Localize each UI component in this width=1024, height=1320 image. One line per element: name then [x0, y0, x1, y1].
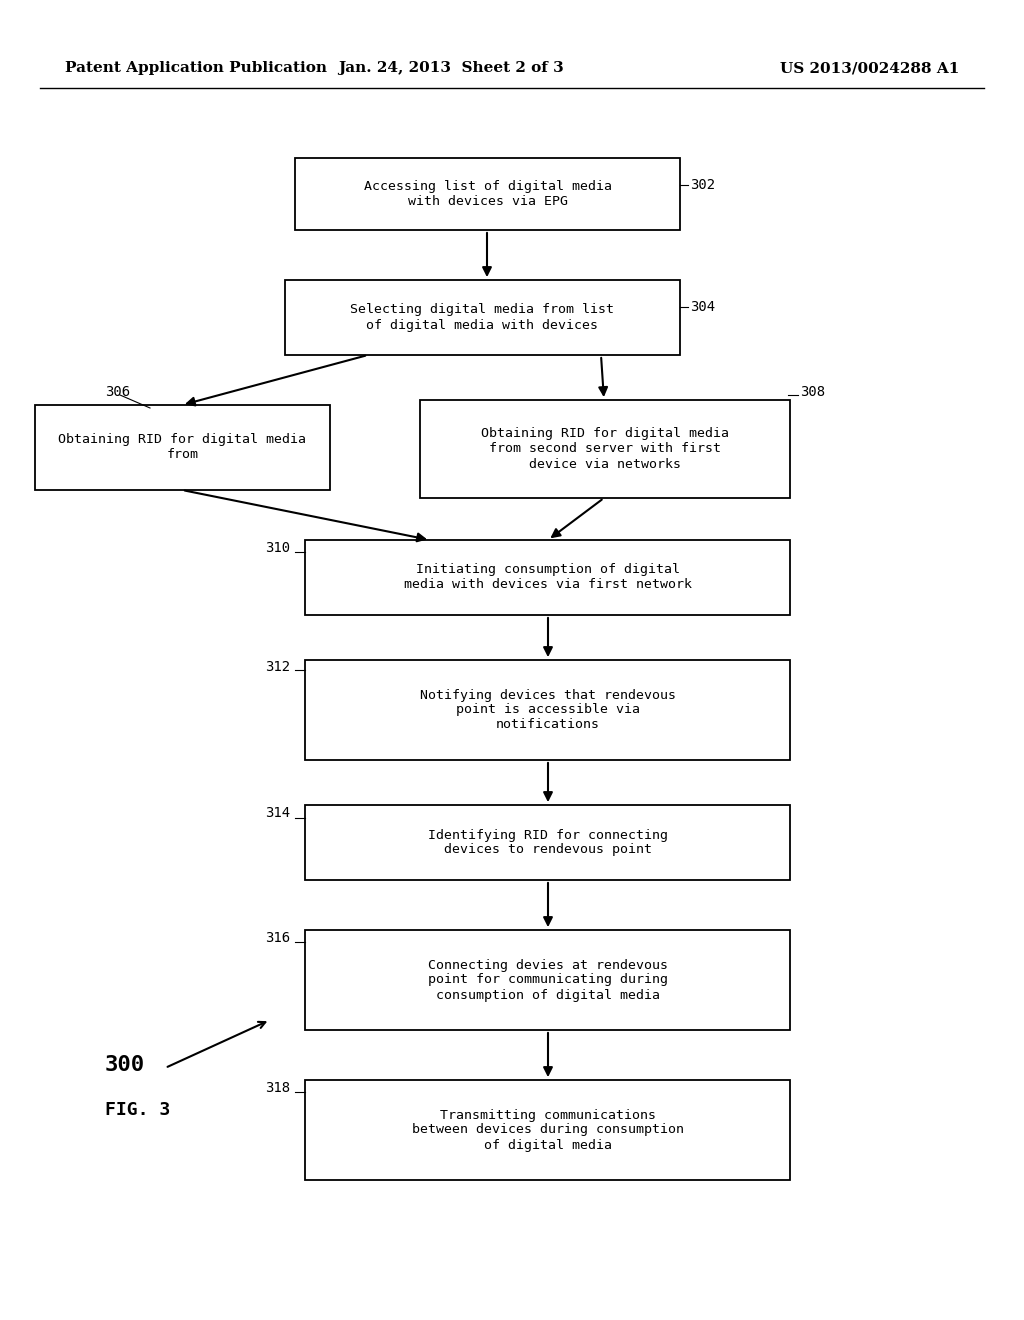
Text: Connecting devies at rendevous
point for communicating during
consumption of dig: Connecting devies at rendevous point for… — [427, 958, 668, 1002]
Text: FIG. 3: FIG. 3 — [105, 1101, 170, 1119]
Bar — [295, 158, 680, 230]
Text: Jan. 24, 2013  Sheet 2 of 3: Jan. 24, 2013 Sheet 2 of 3 — [338, 61, 563, 75]
Text: Initiating consumption of digital
media with devices via first network: Initiating consumption of digital media … — [403, 564, 691, 591]
Text: Identifying RID for connecting
devices to rendevous point: Identifying RID for connecting devices t… — [427, 829, 668, 857]
Text: Accessing list of digital media
with devices via EPG: Accessing list of digital media with dev… — [364, 180, 611, 209]
Text: Obtaining RID for digital media
from second server with first
device via network: Obtaining RID for digital media from sec… — [481, 428, 729, 470]
Text: 310: 310 — [265, 541, 290, 554]
Text: 308: 308 — [800, 385, 825, 399]
Text: Obtaining RID for digital media
from: Obtaining RID for digital media from — [58, 433, 306, 462]
Text: 302: 302 — [690, 178, 715, 191]
Text: 304: 304 — [690, 300, 715, 314]
Text: US 2013/0024288 A1: US 2013/0024288 A1 — [779, 61, 959, 75]
Text: 306: 306 — [105, 385, 130, 399]
Bar — [305, 660, 790, 760]
Text: Notifying devices that rendevous
point is accessible via
notifications: Notifying devices that rendevous point i… — [420, 689, 676, 731]
Text: 318: 318 — [265, 1081, 290, 1096]
Bar — [285, 280, 680, 355]
Text: Patent Application Publication: Patent Application Publication — [65, 61, 327, 75]
Bar — [305, 931, 790, 1030]
Text: 314: 314 — [265, 807, 290, 820]
Bar — [305, 805, 790, 880]
Text: 312: 312 — [265, 660, 290, 675]
Bar — [305, 1080, 790, 1180]
Bar — [35, 405, 330, 490]
Text: Selecting digital media from list
of digital media with devices: Selecting digital media from list of dig… — [350, 304, 614, 331]
Text: 300: 300 — [105, 1055, 145, 1074]
Bar — [305, 540, 790, 615]
Text: 316: 316 — [265, 931, 290, 945]
Text: Transmitting communications
between devices during consumption
of digital media: Transmitting communications between devi… — [412, 1109, 683, 1151]
Bar — [420, 400, 790, 498]
